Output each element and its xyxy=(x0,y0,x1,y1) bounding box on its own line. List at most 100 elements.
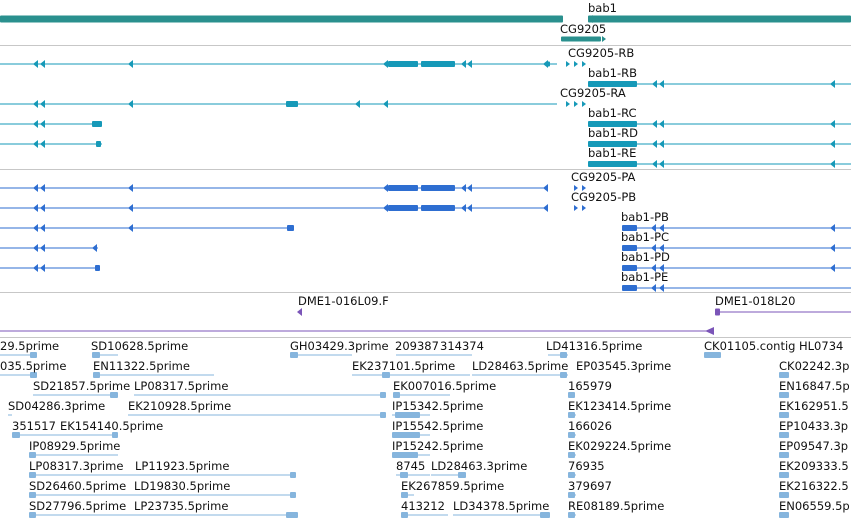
est-label[interactable]: GH03429.3prime xyxy=(290,339,389,353)
gene-label[interactable]: bab1 xyxy=(588,1,617,15)
est-label[interactable]: EK210928.5prime xyxy=(128,399,232,413)
strand-arrow-left xyxy=(383,60,388,68)
est-label[interactable]: EN16847.5p xyxy=(779,379,850,393)
est-label[interactable]: SD27796.5prime xyxy=(29,499,127,513)
est-label[interactable]: 8745 xyxy=(396,459,426,473)
est-label[interactable]: EK154140.5prime xyxy=(60,419,164,433)
est-label[interactable]: LD34378.5prime xyxy=(453,499,550,513)
protein-label[interactable]: CG9205-PB xyxy=(571,190,637,204)
est-label[interactable]: 165979 xyxy=(568,379,612,393)
est-label[interactable]: SD26460.5prime xyxy=(29,479,127,493)
strand-arrow-right xyxy=(574,205,578,211)
est-label[interactable]: 166026 xyxy=(568,419,612,433)
transcript-label[interactable]: bab1-RD xyxy=(588,126,638,140)
transcript-label[interactable]: bab1-RE xyxy=(588,146,637,160)
est-label[interactable]: SD21857.5prime xyxy=(33,379,131,393)
est-label[interactable]: 413212 xyxy=(401,499,445,513)
est-label[interactable]: 314374 xyxy=(440,339,484,353)
strand-arrow-left xyxy=(40,244,45,252)
strand-arrow-left xyxy=(830,224,835,232)
oligo-label[interactable]: DME1-018L20 xyxy=(715,294,796,308)
protein-label[interactable]: bab1-PC xyxy=(621,230,670,244)
est-label[interactable]: EK216322.5 xyxy=(779,479,849,493)
est-label[interactable]: EN06559.5p xyxy=(779,499,850,513)
est-label[interactable]: IP15542.5prime xyxy=(392,419,484,433)
est-block xyxy=(12,432,20,438)
est-label[interactable]: EK162951.5 xyxy=(779,399,849,413)
est-block xyxy=(380,412,386,418)
strand-arrow-left xyxy=(128,100,133,108)
est-label[interactable]: EK123414.5prime xyxy=(568,399,672,413)
protein-label[interactable]: bab1-PD xyxy=(621,250,670,264)
est-label[interactable]: 76935 xyxy=(568,459,605,473)
est-label[interactable]: EK007016.5prime xyxy=(393,379,497,393)
est-label[interactable]: 379697 xyxy=(568,479,612,493)
est-label[interactable]: SD10628.5prime xyxy=(91,339,189,353)
est-label[interactable]: RE08189.5prime xyxy=(568,499,665,513)
est-label[interactable]: LP08317.5prime xyxy=(134,379,229,393)
transcript-label[interactable]: CG9205-RA xyxy=(560,86,626,100)
est-label[interactable]: LP08317.3prime xyxy=(29,459,124,473)
strand-arrow-right xyxy=(582,185,586,191)
est-block xyxy=(392,432,420,438)
exon-block xyxy=(622,265,637,271)
est-label[interactable]: EP10433.3p xyxy=(779,419,849,433)
oligo-label[interactable]: DME1-016L09.F xyxy=(298,294,389,308)
est-label[interactable]: LP11923.5prime xyxy=(135,459,230,473)
est-label[interactable]: LD28463.5prime xyxy=(472,359,569,373)
transcript-label[interactable]: bab1-RC xyxy=(588,106,637,120)
strand-arrow-left xyxy=(40,264,45,272)
strand-arrow-left xyxy=(830,120,835,128)
est-label[interactable]: 035.5prime xyxy=(0,359,67,373)
est-label[interactable]: LD19830.5prime xyxy=(134,479,231,493)
exon-block xyxy=(92,121,102,127)
strand-arrow-left xyxy=(33,224,38,232)
est-block xyxy=(286,512,298,518)
est-label[interactable]: SD04286.3prime xyxy=(8,399,106,413)
est-label[interactable]: HL0734 xyxy=(799,339,844,353)
strand-arrow-left xyxy=(651,284,656,292)
strand-arrow-left xyxy=(383,184,388,192)
est-label[interactable]: EK209333.5 xyxy=(779,459,849,473)
strand-arrow-left xyxy=(33,264,38,272)
est-label[interactable]: LD28463.3prime xyxy=(431,459,528,473)
est-block xyxy=(29,452,36,458)
strand-arrow-left xyxy=(659,224,664,232)
est-label[interactable]: CK01105.contig xyxy=(704,339,796,353)
est-label[interactable]: IP15242.5prime xyxy=(392,439,484,453)
est-label[interactable]: EK237101.5prime xyxy=(352,359,456,373)
strand-arrow-left xyxy=(659,284,664,292)
est-label[interactable]: LD41316.5prime xyxy=(546,339,643,353)
est-label[interactable]: EK029224.5prime xyxy=(568,439,672,453)
transcript-label[interactable]: CG9205-RB xyxy=(568,46,635,60)
protein-label[interactable]: bab1-PE xyxy=(621,270,669,284)
transcript-label[interactable]: bab1-RB xyxy=(588,66,637,80)
strand-arrow-right xyxy=(582,205,586,211)
strand-arrow-left xyxy=(467,184,472,192)
est-label[interactable]: 209387 xyxy=(395,339,439,353)
est-label[interactable]: LP23735.5prime xyxy=(134,499,229,513)
gene-bab1-bar xyxy=(588,15,851,23)
protein-label[interactable]: bab1-PB xyxy=(621,210,669,224)
strand-arrow-left xyxy=(461,184,466,192)
est-label[interactable]: CK02242.3p xyxy=(779,359,850,373)
exon-block xyxy=(622,285,637,291)
est-label[interactable]: 29.5prime xyxy=(0,339,60,353)
strand-arrow-right xyxy=(574,101,578,107)
strand-arrow-left xyxy=(652,160,657,168)
strand-arrow-left xyxy=(40,100,45,108)
est-label[interactable]: EK267859.5prime xyxy=(401,479,505,493)
est-label[interactable]: EP09547.3p xyxy=(779,439,849,453)
strand-arrow-left xyxy=(659,244,664,252)
gene-label[interactable]: CG9205 xyxy=(560,22,607,36)
est-label[interactable]: EP03545.3prime xyxy=(576,359,672,373)
strand-arrow-left xyxy=(33,184,38,192)
oligo-marker xyxy=(297,308,302,316)
est-label[interactable]: IP15342.5prime xyxy=(392,399,484,413)
est-label[interactable]: EN11322.5prime xyxy=(93,359,190,373)
est-label[interactable]: 351517 xyxy=(12,419,56,433)
est-label[interactable]: IP08929.5prime xyxy=(29,439,121,453)
strand-arrow-right xyxy=(566,61,570,67)
protein-label[interactable]: CG9205-PA xyxy=(571,170,636,184)
